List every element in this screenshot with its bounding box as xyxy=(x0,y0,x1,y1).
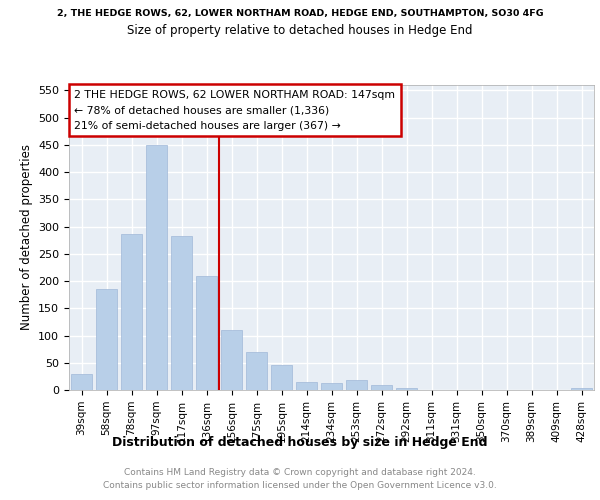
Bar xyxy=(71,374,92,390)
Text: 2, THE HEDGE ROWS, 62, LOWER NORTHAM ROAD, HEDGE END, SOUTHAMPTON, SO30 4FG: 2, THE HEDGE ROWS, 62, LOWER NORTHAM ROA… xyxy=(56,9,544,18)
Bar xyxy=(346,380,367,390)
Bar xyxy=(196,276,217,390)
Bar xyxy=(371,385,392,390)
Bar xyxy=(296,382,317,390)
Text: Distribution of detached houses by size in Hedge End: Distribution of detached houses by size … xyxy=(112,436,488,449)
Bar xyxy=(121,234,142,390)
Text: Contains public sector information licensed under the Open Government Licence v3: Contains public sector information licen… xyxy=(103,480,497,490)
Bar xyxy=(246,352,267,390)
Y-axis label: Number of detached properties: Number of detached properties xyxy=(20,144,32,330)
Text: 2 THE HEDGE ROWS, 62 LOWER NORTHAM ROAD: 147sqm
← 78% of detached houses are sma: 2 THE HEDGE ROWS, 62 LOWER NORTHAM ROAD:… xyxy=(74,90,395,131)
Bar xyxy=(271,366,292,390)
Text: Contains HM Land Registry data © Crown copyright and database right 2024.: Contains HM Land Registry data © Crown c… xyxy=(124,468,476,477)
Bar xyxy=(571,388,592,390)
Bar xyxy=(321,384,342,390)
Bar xyxy=(146,145,167,390)
Bar xyxy=(396,388,417,390)
Text: Size of property relative to detached houses in Hedge End: Size of property relative to detached ho… xyxy=(127,24,473,37)
Bar xyxy=(221,330,242,390)
Bar xyxy=(96,289,117,390)
Bar xyxy=(171,236,192,390)
